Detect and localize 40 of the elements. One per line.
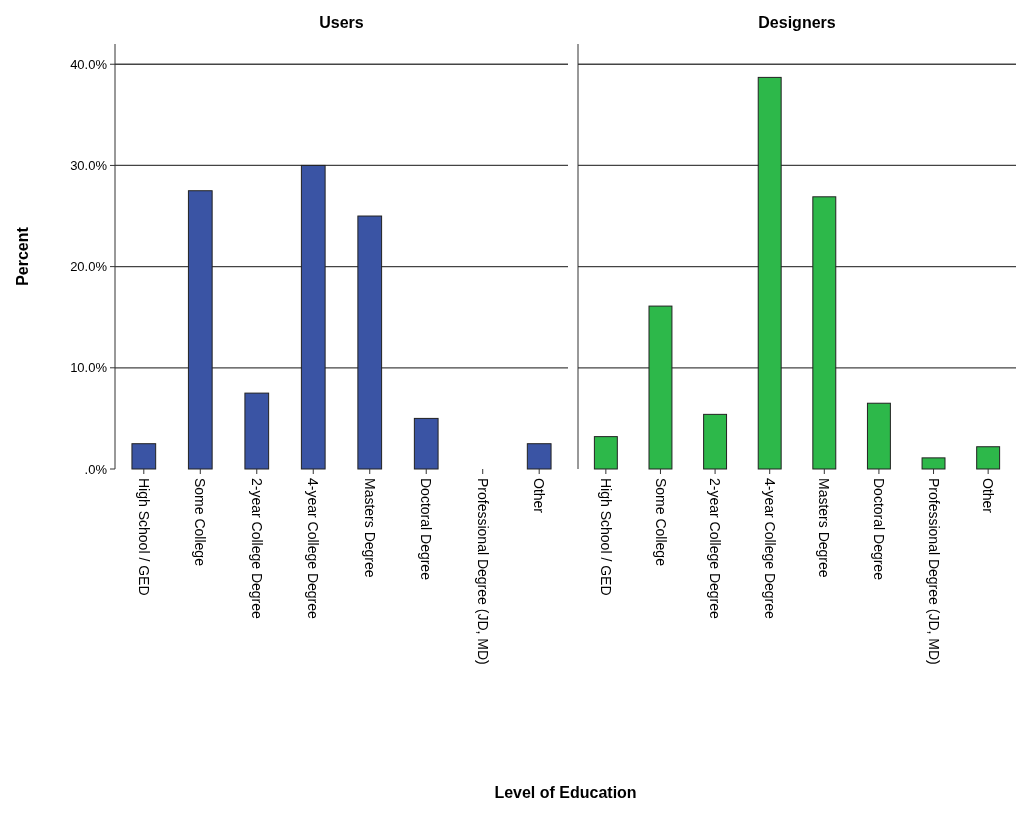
- x-tick-label: 4-year College Degree: [761, 478, 778, 620]
- x-tick-label: 2-year College Degree: [707, 478, 724, 620]
- bar: [812, 196, 837, 470]
- bar: [526, 443, 552, 470]
- x-tick-label: Other: [980, 478, 997, 514]
- x-tick-label: Other: [531, 478, 548, 514]
- x-tick-label: Doctoral Degree: [871, 478, 888, 581]
- x-tick-label: High School / GED: [597, 478, 614, 596]
- y-tick-label: 20.0%: [70, 259, 108, 275]
- x-axis-title: Level of Education: [494, 784, 637, 801]
- bar: [300, 164, 326, 470]
- chart-title: Designers: [758, 14, 836, 31]
- bar: [413, 417, 439, 470]
- y-axis-title: Percent: [14, 226, 31, 286]
- x-tick-label: Masters Degree: [816, 478, 833, 578]
- x-tick-label: Some College: [192, 478, 209, 567]
- y-tick-label: 30.0%: [70, 157, 108, 173]
- bar: [244, 392, 270, 470]
- x-tick-label: Professional Degree (JD, MD): [925, 478, 942, 665]
- x-tick-label: Professional Degree (JD, MD): [474, 478, 491, 665]
- x-tick-label: Doctoral Degree: [418, 478, 435, 581]
- x-tick-label: Masters Degree: [361, 478, 378, 578]
- y-tick-label: 10.0%: [70, 360, 108, 376]
- chart-title: Users: [319, 14, 364, 31]
- bar: [593, 436, 618, 470]
- bar: [921, 457, 946, 470]
- y-tick-label: 40.0%: [70, 56, 108, 72]
- x-tick-label: High School / GED: [135, 478, 152, 596]
- bar: [866, 402, 891, 470]
- bar: [976, 446, 1001, 470]
- bar: [131, 443, 157, 470]
- bar: [703, 413, 728, 470]
- bar: [357, 215, 383, 470]
- bar: [648, 305, 673, 470]
- x-tick-label: Some College: [652, 478, 669, 567]
- y-tick-label: .0%: [84, 461, 108, 477]
- bar: [187, 190, 213, 470]
- x-tick-label: 2-year College Degree: [248, 478, 265, 620]
- bar: [757, 76, 782, 470]
- x-tick-label: 4-year College Degree: [305, 478, 322, 620]
